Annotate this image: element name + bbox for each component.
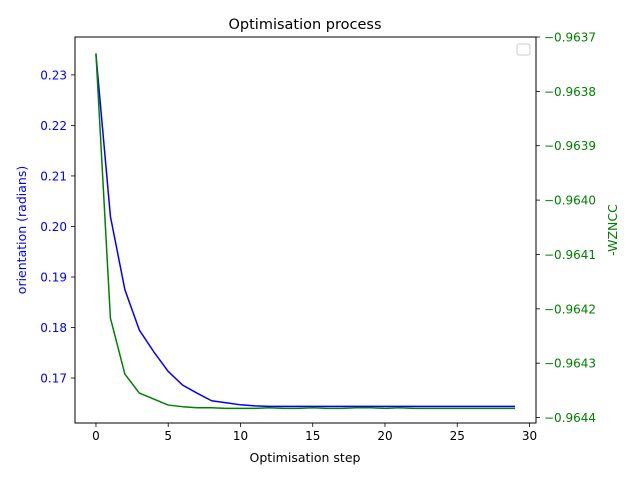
right-y-tick-label: −0.9641 xyxy=(544,248,596,262)
x-axis-ticks: 0 5 10 15 20 25 30 xyxy=(92,423,537,443)
x-axis-label: Optimisation step xyxy=(250,450,361,465)
left-y-tick-label: 0.22 xyxy=(40,119,67,133)
left-y-tick-label: 0.19 xyxy=(40,270,67,284)
left-y-axis-label: orientation (radians) xyxy=(14,166,29,294)
right-y-tick-label: −0.9642 xyxy=(544,302,596,316)
left-y-tick-label: 0.23 xyxy=(40,68,67,82)
right-y-tick-label: −0.9643 xyxy=(544,357,596,371)
plot-frame xyxy=(74,36,537,424)
legend-box xyxy=(516,43,531,56)
left-y-axis-ticks: 0.17 0.18 0.19 0.20 0.21 0.22 0.23 xyxy=(40,68,75,386)
x-tick-label: 15 xyxy=(305,429,320,443)
x-tick-label: 25 xyxy=(450,429,465,443)
x-tick-label: 20 xyxy=(377,429,392,443)
series-lines xyxy=(95,53,516,410)
x-tick-label: 0 xyxy=(92,429,100,443)
x-tick-label: 10 xyxy=(233,429,248,443)
left-y-tick-label: 0.20 xyxy=(40,220,67,234)
left-y-tick-label: 0.21 xyxy=(40,169,67,183)
right-y-tick-label: −0.9640 xyxy=(544,194,596,208)
x-tick-label: 30 xyxy=(522,429,537,443)
left-y-tick-label: 0.17 xyxy=(40,372,67,386)
chart-title: Optimisation process xyxy=(228,17,381,33)
right-y-tick-label: −0.9644 xyxy=(544,411,596,425)
orientation-series-line xyxy=(95,54,516,408)
right-y-axis-label: -WZNCC xyxy=(605,204,620,256)
right-y-tick-label: −0.9637 xyxy=(544,31,596,45)
right-y-tick-label: −0.9639 xyxy=(544,139,596,153)
wzncc-series-line xyxy=(95,53,516,410)
x-tick-label: 5 xyxy=(164,429,172,443)
right-y-axis-ticks: −0.9644 −0.9643 −0.9642 −0.9641 −0.9640 −0.96… xyxy=(536,31,596,425)
right-y-tick-label: −0.9638 xyxy=(544,85,596,99)
left-y-tick-label: 0.18 xyxy=(40,321,67,335)
